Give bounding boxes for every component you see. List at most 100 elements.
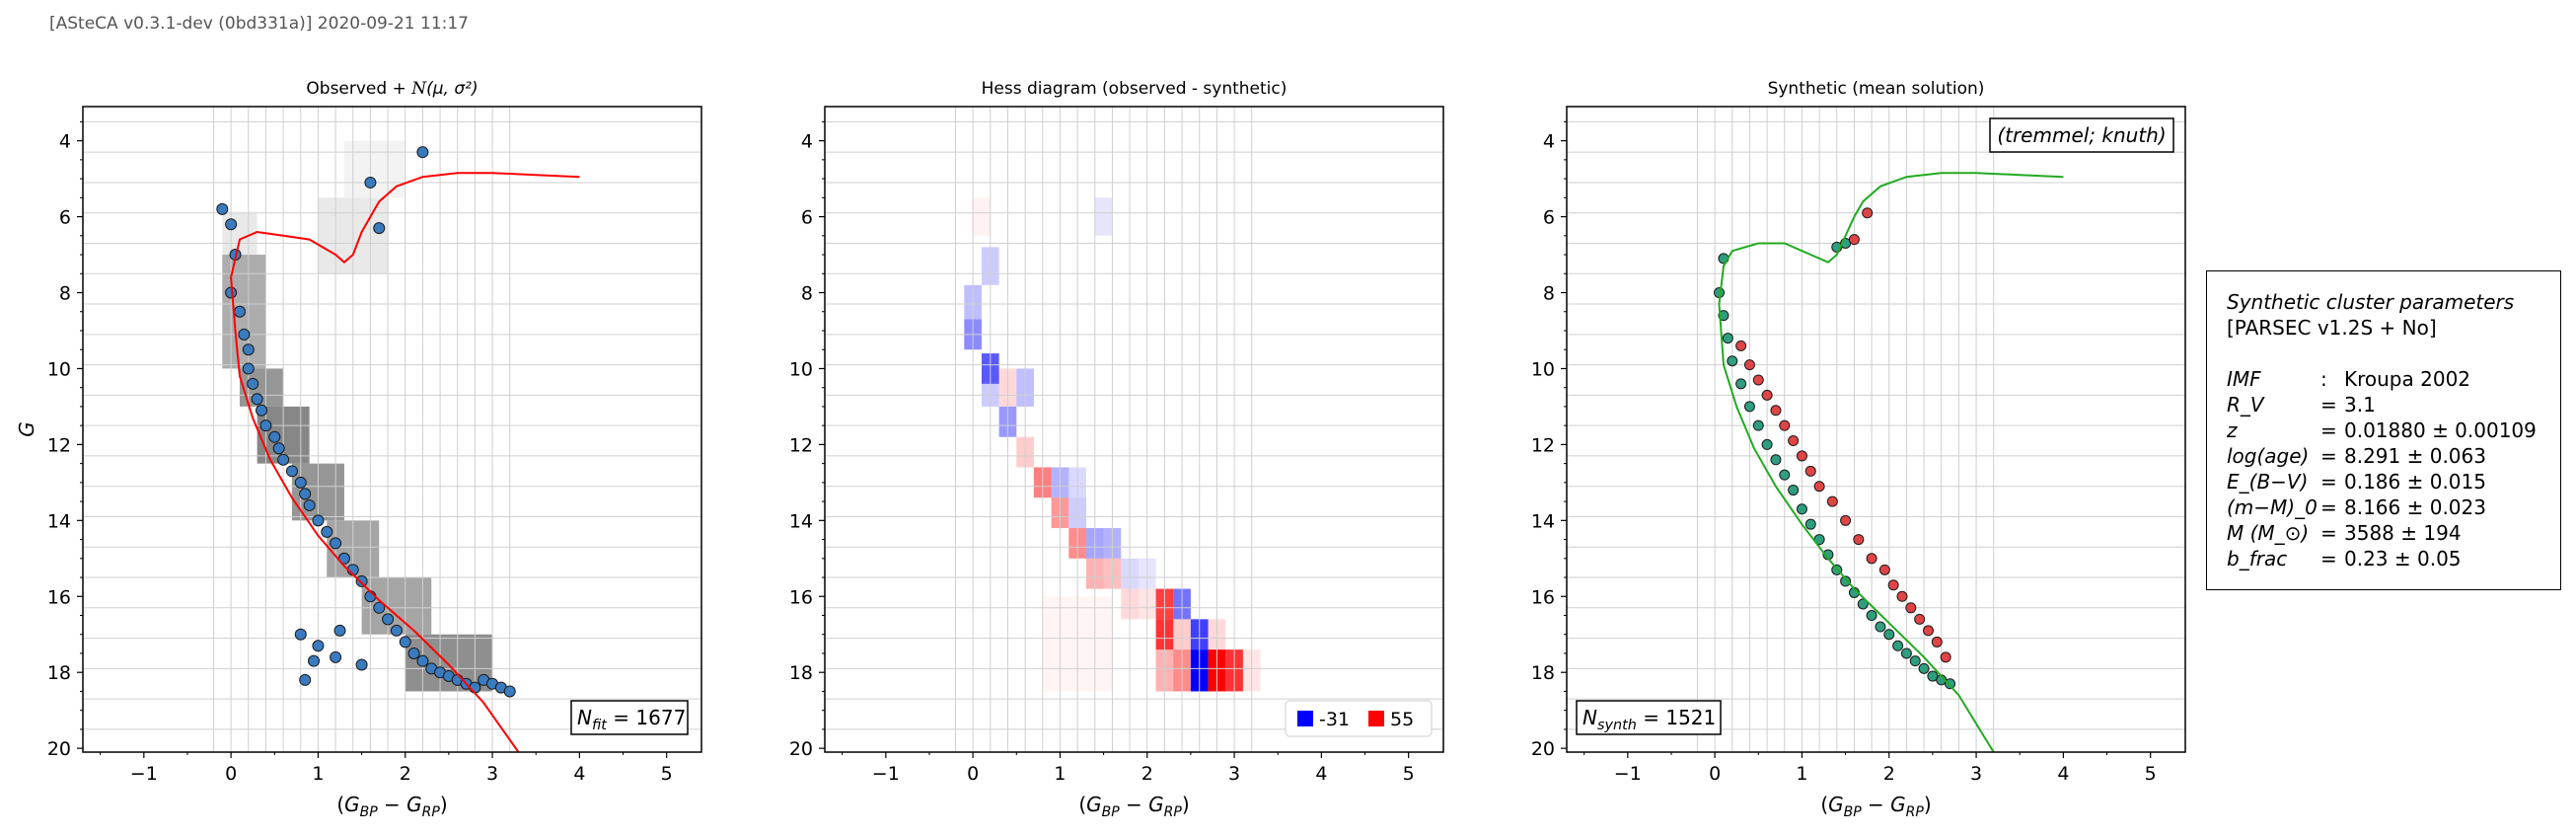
axes-frame <box>824 106 1444 753</box>
parameter-separator: = <box>2320 393 2337 417</box>
data-point <box>233 305 246 318</box>
y-tick-label: 4 <box>801 131 813 153</box>
data-point <box>1788 485 1800 496</box>
parameter-separator: = <box>2320 495 2337 519</box>
annotation-text: Nfit = 1677 <box>577 706 686 733</box>
parameters-subtitle: [PARSEC v1.2S + No] <box>2227 316 2437 340</box>
parameter-key: E_(B−V) <box>2227 470 2309 494</box>
data-point <box>1735 378 1747 390</box>
data-point <box>1887 579 1899 591</box>
data-point <box>1813 481 1825 493</box>
data-point <box>216 202 229 215</box>
parameter-row: (m−M)_0 = 8.166 ± 0.023 <box>2227 495 2540 520</box>
data-point <box>321 525 333 538</box>
parameter-row: IMF: Kroupa 2002 <box>2227 366 2540 392</box>
chart-title: Synthetic (mean solution) <box>1768 79 1985 99</box>
plot-area <box>1567 107 2185 752</box>
data-point <box>277 453 290 466</box>
data-point <box>1840 514 1852 526</box>
parameter-key: (m−M)_0 <box>2227 495 2318 519</box>
parameter-row: log(age) = 8.291 ± 0.063 <box>2227 443 2540 469</box>
parameter-separator: = <box>2320 444 2337 468</box>
y-tick-label: 8 <box>1543 283 1555 305</box>
y-tick-label: 16 <box>47 586 71 608</box>
y-tick-label: 4 <box>59 131 71 153</box>
x-axis-label: (GBP − GRP) <box>1078 793 1189 820</box>
y-tick-label: 12 <box>1531 434 1555 456</box>
data-point <box>299 488 312 500</box>
data-point <box>308 654 321 667</box>
plot-area <box>825 107 1443 752</box>
chart-title: Observed + N(μ, σ²) <box>306 79 478 99</box>
annotation-box <box>570 700 689 735</box>
data-point <box>299 673 312 686</box>
y-tick-label: 6 <box>801 207 813 229</box>
parameters-box: Synthetic cluster parameters [PARSEC v1.… <box>2206 270 2561 590</box>
y-tick-label: 16 <box>1531 586 1555 608</box>
data-point <box>416 654 429 667</box>
parameter-key: z <box>2227 418 2238 442</box>
data-point <box>1857 598 1869 610</box>
parameter-value: 8.166 ± 0.023 <box>2344 495 2486 519</box>
parameter-separator: = <box>2320 470 2337 494</box>
x-tick-label: 2 <box>1141 763 1153 785</box>
parameter-key: M (M_⊙) <box>2227 521 2310 545</box>
parameter-value: 0.186 ± 0.015 <box>2344 470 2486 494</box>
data-point <box>251 393 263 406</box>
data-point <box>1878 564 1890 575</box>
data-point <box>390 624 403 637</box>
parameter-row: M (M_⊙) = 3588 ± 194 <box>2227 520 2540 546</box>
data-point <box>1826 495 1838 507</box>
data-point <box>1848 234 1860 246</box>
data-point <box>1853 534 1865 546</box>
parameter-separator: = <box>2320 547 2337 571</box>
data-point <box>259 419 272 432</box>
data-point <box>416 146 429 159</box>
hess-legend <box>1285 700 1433 737</box>
x-tick-label: −1 <box>872 763 900 785</box>
parameter-value: 8.291 ± 0.063 <box>2344 444 2486 468</box>
data-point <box>1779 419 1791 431</box>
data-point <box>1922 625 1934 637</box>
y-tick-label: 6 <box>59 207 71 229</box>
y-tick-label: 16 <box>789 586 813 608</box>
x-tick-label: 4 <box>1315 763 1327 785</box>
data-point <box>503 685 516 698</box>
data-point <box>1862 207 1874 219</box>
x-tick-label: 4 <box>573 763 585 785</box>
parameter-separator: = <box>2320 418 2337 442</box>
y-axis-label: G <box>15 421 38 437</box>
y-tick-label: 14 <box>47 510 71 532</box>
x-tick-label: 3 <box>1970 763 1982 785</box>
x-axis-label: (GBP − GRP) <box>336 793 447 820</box>
data-point <box>1735 340 1747 351</box>
data-point <box>355 658 368 671</box>
data-point <box>1752 374 1764 386</box>
x-tick-label: 1 <box>1054 763 1066 785</box>
data-point <box>1752 419 1764 431</box>
data-point <box>330 537 342 550</box>
method-box <box>1989 117 2174 153</box>
data-point <box>1788 435 1800 447</box>
data-point <box>355 574 368 587</box>
x-tick-label: 0 <box>967 763 979 785</box>
data-point <box>1866 553 1877 565</box>
data-point <box>1770 405 1782 417</box>
y-tick-label: 12 <box>789 434 813 456</box>
parameters-title: Synthetic cluster parameters <box>2227 290 2515 314</box>
isochrone-line <box>230 172 580 752</box>
axes-frame <box>1566 106 2186 753</box>
parameter-key: IMF <box>2227 367 2261 391</box>
parameter-separator: : <box>2320 367 2327 391</box>
method-label: (tremmel; knuth) <box>1997 123 2166 147</box>
parameter-value: 3.1 <box>2344 393 2376 417</box>
data-point <box>1796 503 1807 515</box>
y-tick-label: 20 <box>1531 738 1555 760</box>
data-point <box>303 498 316 511</box>
data-point <box>1804 465 1816 477</box>
data-point <box>364 176 377 189</box>
data-point <box>1892 640 1904 651</box>
y-tick-label: 8 <box>59 283 71 305</box>
legend-label: 55 <box>1390 709 1414 730</box>
